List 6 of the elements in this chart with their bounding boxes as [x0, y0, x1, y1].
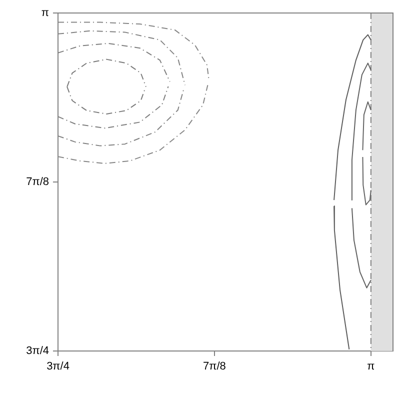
x-tick-label: 3π/4 [46, 360, 70, 373]
y-tick-label: 7π/8 [26, 176, 49, 188]
y-tick-label: π [41, 7, 50, 20]
y-tick-label: 3π/4 [26, 345, 49, 358]
x-tick-label: π [367, 360, 376, 373]
x-tick-label: 7π/8 [203, 360, 226, 373]
